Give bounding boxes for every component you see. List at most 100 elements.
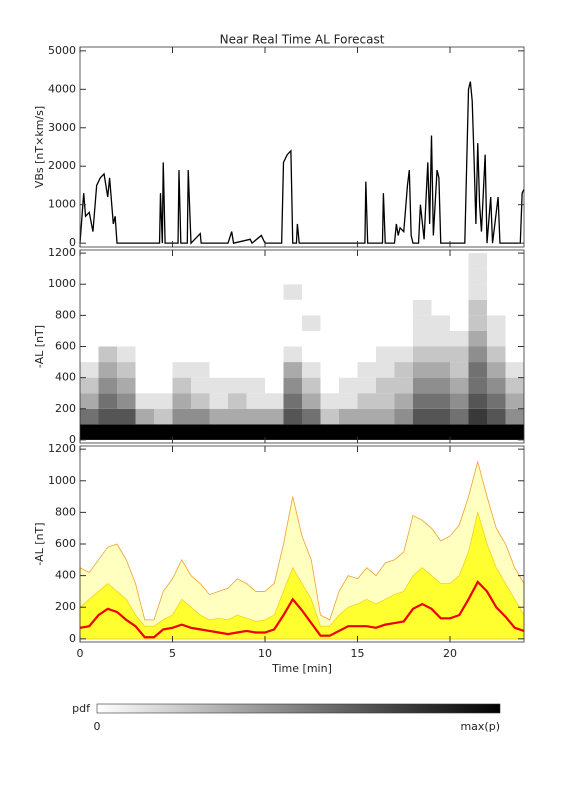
heat-cell — [283, 393, 302, 409]
heat-cell — [487, 253, 506, 269]
heat-cell — [191, 346, 210, 363]
heat-cell — [302, 268, 321, 285]
heat-cell — [80, 315, 99, 331]
heat-cell — [320, 424, 339, 440]
heat-cell — [339, 424, 358, 440]
heat-cell — [228, 315, 247, 331]
heat-cell — [98, 315, 117, 331]
heat-cell — [209, 315, 228, 331]
heat-cell — [413, 393, 432, 409]
heat-cell — [283, 315, 302, 331]
heat-cell — [117, 377, 136, 394]
heat-cell — [339, 393, 358, 409]
y-tick-label: 2000 — [48, 159, 76, 172]
heat-cell — [468, 408, 487, 425]
heat-cell — [357, 362, 376, 378]
heat-cell — [468, 315, 487, 331]
heat-cell — [191, 315, 210, 331]
heat-cell — [376, 268, 395, 285]
heat-cell — [505, 393, 524, 409]
heat-cell — [468, 346, 487, 363]
heat-cell — [339, 408, 358, 425]
heat-cell — [265, 299, 284, 316]
heat-cell — [394, 299, 413, 316]
y-tick-label: 1000 — [48, 198, 76, 211]
heat-cell — [172, 284, 191, 300]
heat-cell — [487, 268, 506, 285]
heat-cell — [505, 377, 524, 394]
heat-cell — [135, 362, 154, 378]
heat-cell — [320, 408, 339, 425]
heat-cell — [80, 424, 99, 440]
heat-cell — [394, 346, 413, 363]
heat-cell — [357, 253, 376, 269]
heat-cell — [487, 299, 506, 316]
heat-cell — [376, 424, 395, 440]
heat-cell — [320, 315, 339, 331]
heat-cell — [283, 253, 302, 269]
heat-cell — [98, 346, 117, 363]
heat-cell — [209, 393, 228, 409]
heat-cell — [413, 284, 432, 300]
heat-cell — [191, 268, 210, 285]
heat-cell — [154, 284, 173, 300]
heat-cell — [302, 315, 321, 331]
line — [79, 81, 525, 245]
heat-cell — [320, 299, 339, 316]
heat-cell — [487, 393, 506, 409]
heat-cell — [154, 299, 173, 316]
heat-cell — [394, 362, 413, 378]
heat-cell — [487, 377, 506, 394]
band-area — [79, 510, 525, 640]
heat-cell — [394, 315, 413, 331]
heat-cell — [172, 393, 191, 409]
heat-cell — [117, 284, 136, 300]
heat-cell — [431, 408, 450, 425]
heat-cell — [376, 299, 395, 316]
heat-cell — [80, 268, 99, 285]
heat-cell — [246, 268, 265, 285]
heat-cell — [154, 408, 173, 425]
heat-cell — [191, 408, 210, 425]
heat-cell — [172, 377, 191, 394]
heat-cell — [246, 315, 265, 331]
heat-cell — [468, 299, 487, 316]
heat-cell — [283, 408, 302, 425]
heat-cell — [228, 253, 247, 269]
heat-cell — [413, 268, 432, 285]
y-tick-label: 200 — [55, 402, 76, 415]
heat-cell — [431, 268, 450, 285]
heat-cell — [320, 346, 339, 363]
y-axis-label: -AL [nT] — [33, 522, 46, 565]
heat-cell — [191, 362, 210, 378]
heat-cell — [191, 377, 210, 394]
heat-cell — [117, 393, 136, 409]
heat-cell — [154, 393, 173, 409]
heat-cell — [209, 253, 228, 269]
heat-cell — [80, 299, 99, 316]
heat-cell — [135, 315, 154, 331]
heat-cell — [413, 299, 432, 316]
heat-cell — [450, 377, 469, 394]
heat-cell — [376, 346, 395, 363]
heat-cell — [154, 362, 173, 378]
heat-cell — [228, 299, 247, 316]
heat-cell — [394, 424, 413, 440]
heat-cell — [468, 377, 487, 394]
heat-cell — [376, 362, 395, 378]
heat-cell — [209, 408, 228, 425]
heat-cell — [283, 284, 302, 300]
heat-cell — [209, 330, 228, 347]
heat-cell — [80, 362, 99, 378]
heat-cell — [339, 268, 358, 285]
heat-cell — [339, 299, 358, 316]
heat-cell — [228, 284, 247, 300]
heat-cell — [487, 408, 506, 425]
heat-cell — [135, 330, 154, 347]
heat-cell — [394, 284, 413, 300]
heat-cell — [98, 284, 117, 300]
y-tick-label: 0 — [69, 433, 76, 446]
heat-cell — [191, 393, 210, 409]
heat-cell — [302, 253, 321, 269]
heat-cell — [394, 408, 413, 425]
